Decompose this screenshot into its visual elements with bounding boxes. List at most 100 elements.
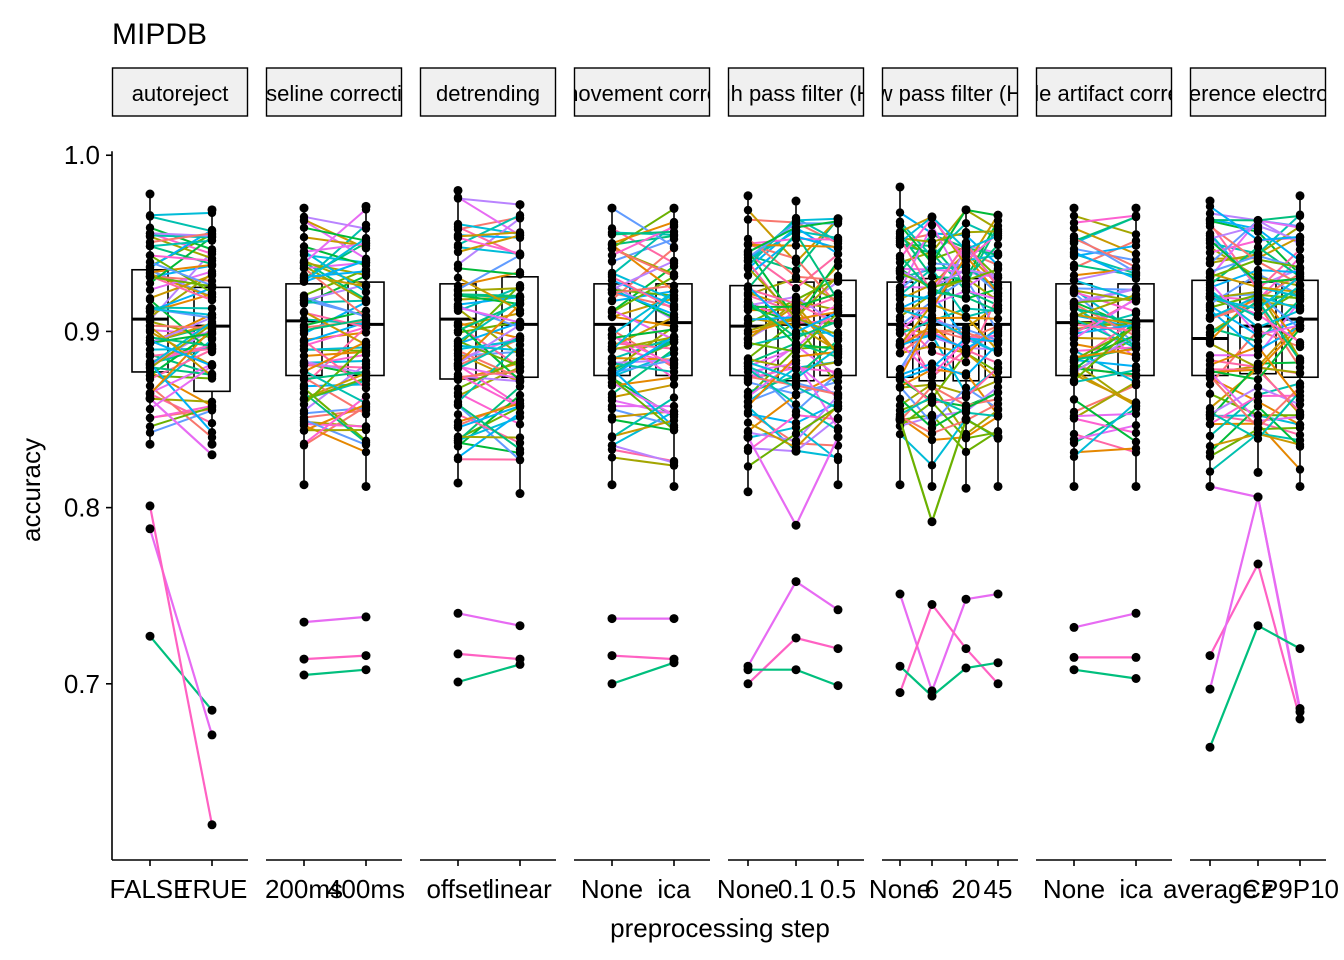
subject-point — [1131, 249, 1141, 259]
facet-strip-label: reference electrode — [1163, 81, 1344, 106]
subject-line — [899, 289, 999, 331]
subject-point — [361, 356, 371, 366]
subject-line — [149, 215, 213, 233]
subject-point — [669, 360, 679, 370]
subject-point — [361, 282, 371, 291]
subject-point — [743, 418, 753, 427]
subject-point — [791, 410, 801, 420]
subject-line — [611, 418, 675, 432]
facet-strip — [1035, 67, 1173, 117]
outlier-point — [1205, 684, 1215, 694]
outlier-point — [993, 589, 1003, 599]
subject-line — [303, 215, 367, 230]
subject-point — [607, 415, 617, 424]
subject-point — [515, 270, 525, 279]
subject-line — [457, 236, 521, 255]
subject-point — [791, 229, 801, 238]
subject-line — [611, 396, 675, 439]
x-tick-label: None — [1043, 874, 1105, 904]
subject-point — [1253, 243, 1263, 252]
subject-point — [515, 420, 525, 429]
subject-point — [453, 455, 463, 464]
subject-point — [607, 404, 617, 414]
subject-line — [611, 260, 675, 291]
outlier-point — [207, 730, 217, 740]
subject-point — [791, 374, 801, 383]
subject-line — [899, 342, 999, 377]
subject-point — [993, 363, 1003, 372]
subject-line — [611, 230, 675, 236]
subject-point — [361, 312, 371, 322]
subject-point — [895, 364, 905, 374]
subject-point — [515, 332, 525, 342]
subject-line — [303, 226, 367, 242]
outlier-point — [453, 649, 463, 659]
subject-line — [611, 456, 675, 467]
subject-point — [895, 286, 905, 296]
outlier-point — [515, 659, 525, 669]
subject-line — [149, 409, 213, 434]
extreme-point — [1295, 191, 1305, 201]
subject-point — [607, 295, 617, 304]
x-tick-label: ica — [1119, 874, 1153, 904]
subject-point — [1131, 274, 1141, 283]
subject-line — [899, 292, 999, 354]
subject-point — [927, 461, 937, 470]
subject-point — [453, 432, 463, 441]
subject-point — [453, 320, 463, 329]
subject-point — [669, 325, 679, 334]
extreme-point — [895, 182, 905, 192]
subject-line — [303, 311, 367, 329]
subject-point — [669, 416, 679, 425]
subject-line — [457, 406, 521, 440]
outlier-point — [961, 415, 971, 424]
subject-line — [611, 275, 675, 314]
subject-line — [899, 395, 999, 418]
subject-line — [303, 392, 367, 444]
subject-point — [607, 251, 617, 260]
outlier-point — [1295, 707, 1305, 717]
subject-point — [961, 392, 971, 402]
subject-point — [833, 289, 843, 298]
subject-point — [1205, 303, 1215, 312]
subject-point — [993, 306, 1003, 316]
subject-point — [1131, 290, 1141, 299]
subject-point — [833, 404, 843, 413]
subject-point — [1205, 371, 1215, 381]
subject-point — [207, 229, 217, 238]
subject-point — [1131, 262, 1141, 272]
subject-line — [149, 328, 213, 395]
subject-point — [361, 224, 371, 233]
outlier-line — [149, 397, 213, 456]
subject-line — [611, 247, 675, 278]
subject-line — [149, 276, 213, 288]
subject-point — [607, 272, 617, 281]
subject-point — [927, 220, 937, 230]
subject-point — [1069, 334, 1079, 344]
extreme-point — [743, 487, 753, 497]
subject-point — [791, 341, 801, 350]
outlier-point — [927, 600, 937, 609]
subject-point — [145, 351, 155, 361]
subject-point — [743, 215, 753, 224]
subject-point — [453, 247, 463, 257]
subject-point — [1131, 421, 1141, 430]
subject-point — [961, 434, 971, 443]
subject-point — [1205, 389, 1215, 398]
subject-point — [515, 228, 525, 237]
subject-point — [743, 205, 753, 215]
subject-point — [1205, 467, 1215, 476]
subject-line — [149, 232, 213, 244]
subject-point — [927, 237, 937, 247]
outlier-point — [453, 608, 463, 618]
subject-point — [1295, 306, 1305, 315]
subject-point — [1131, 284, 1141, 293]
subject-line — [149, 325, 213, 377]
subject-line — [149, 365, 213, 410]
subject-point — [299, 400, 309, 409]
subject-point — [993, 271, 1003, 280]
subject-point — [1205, 420, 1215, 429]
facet-strip-label: baseline correction — [242, 81, 427, 106]
subject-line — [457, 324, 521, 365]
subject-line — [149, 270, 213, 291]
